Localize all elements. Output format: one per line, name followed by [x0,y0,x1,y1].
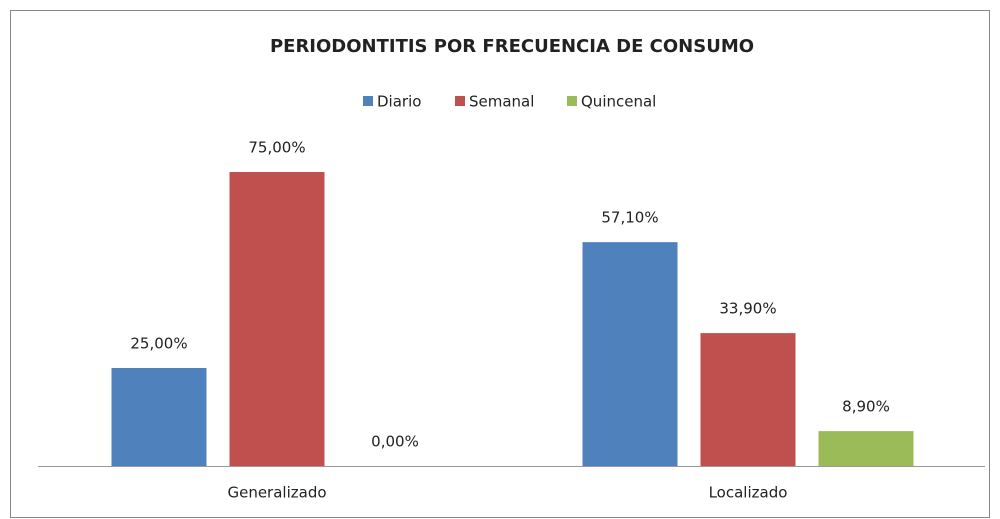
data-label: 8,90% [842,398,890,416]
data-label: 75,00% [248,139,305,157]
x-tick-label: Generalizado [227,484,326,502]
bar [818,431,914,466]
bar [700,333,796,466]
legend-swatch [567,96,577,106]
legend-label: Diario [377,93,421,111]
bar [582,242,678,466]
legend-label: Quincenal [581,93,656,111]
x-tick-label: Localizado [709,484,788,502]
legend-label: Semanal [469,93,534,111]
data-label: 25,00% [130,335,187,353]
bar [229,172,325,466]
bar [111,368,207,466]
legend-swatch [363,96,373,106]
data-label: 0,00% [371,433,419,451]
data-label: 57,10% [601,209,658,227]
legend-swatch [455,96,465,106]
chart-title: PERIODONTITIS POR FRECUENCIA DE CONSUMO [270,36,754,57]
data-label: 33,90% [719,300,776,318]
